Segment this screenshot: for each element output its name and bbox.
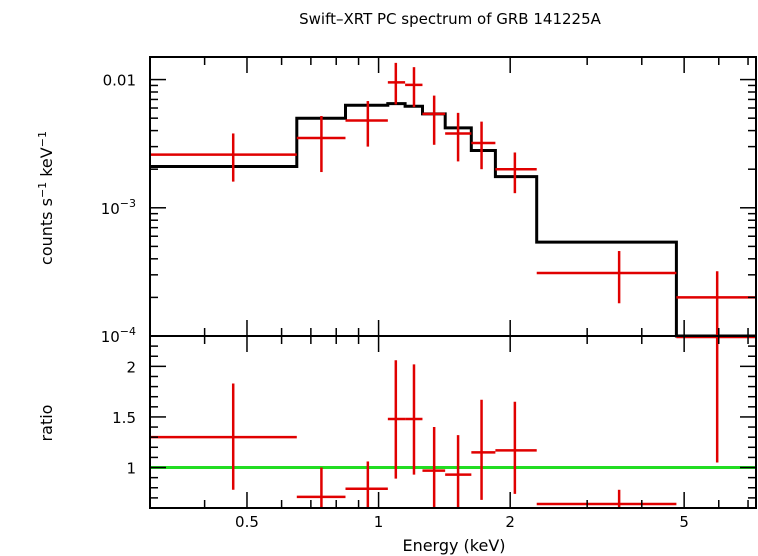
ratio-point-6 — [445, 435, 472, 508]
spectrum-point-10 — [676, 271, 756, 336]
ratio-point-7 — [471, 399, 496, 500]
y-tick-label-spectrum: 10−3 — [101, 197, 136, 218]
y-axis-label-sup1: −1 — [36, 182, 49, 198]
y-tick-label-ratio: 2 — [126, 358, 136, 376]
ratio-panel-frame — [149, 335, 757, 509]
spectrum-point-6 — [445, 112, 472, 162]
x-axis-label: Energy (keV) — [402, 536, 505, 555]
y-axis-label-text2: keV — [37, 147, 56, 182]
y-tick-label-spectrum: 10−4 — [101, 325, 136, 346]
model-step-curve — [150, 102, 756, 338]
y-tick-label-ratio: 1.5 — [112, 409, 136, 427]
y-axis-label-spectrum: counts s−1 keV−1 — [36, 131, 56, 265]
ratio-point-5 — [422, 427, 446, 508]
x-tick-label: 2 — [505, 513, 515, 531]
spectrum-point-4 — [405, 67, 423, 108]
model-step-line — [150, 102, 756, 338]
spectrum-data-points — [150, 62, 756, 336]
y-axis-label-ratio: ratio — [37, 405, 56, 442]
ratio-point-1 — [296, 467, 346, 508]
spectrum-point-3 — [387, 62, 406, 105]
spectrum-point-8 — [495, 152, 537, 194]
spectrum-point-9 — [536, 251, 677, 304]
ratio-point-9 — [536, 489, 677, 508]
ratio-point-8 — [495, 401, 537, 494]
ratio-point-10 — [676, 335, 756, 463]
x-tick-label: 0.5 — [235, 513, 259, 531]
ratio-point-3 — [387, 360, 406, 479]
spectrum-point-7 — [471, 121, 496, 170]
spectrum-point-0 — [150, 133, 297, 182]
spectrum-panel-frame — [149, 56, 757, 337]
ratio-data-points — [150, 335, 756, 508]
spectrum-point-1 — [296, 115, 346, 173]
y-tick-label-ratio: 1 — [126, 460, 136, 478]
ratio-point-2 — [345, 461, 388, 508]
spectrum-point-2 — [345, 101, 388, 147]
ratio-point-0 — [150, 383, 297, 490]
x-tick-label: 5 — [679, 513, 689, 531]
y-axis-label-sup2: −1 — [36, 131, 49, 147]
chart-title: Swift–XRT PC spectrum of GRB 141225A — [299, 10, 602, 28]
x-tick-label: 1 — [374, 513, 384, 531]
axis-ticks — [149, 57, 756, 508]
tick-labels: 0.5 1 2 5 0.01 10−3 10−4 1 1.5 2 — [101, 72, 689, 531]
y-axis-label-text: counts s — [37, 198, 56, 265]
y-tick-label-spectrum: 0.01 — [103, 72, 136, 90]
ratio-point-4 — [405, 364, 423, 475]
spectrum-point-5 — [422, 95, 446, 145]
axes-frame — [149, 56, 757, 509]
